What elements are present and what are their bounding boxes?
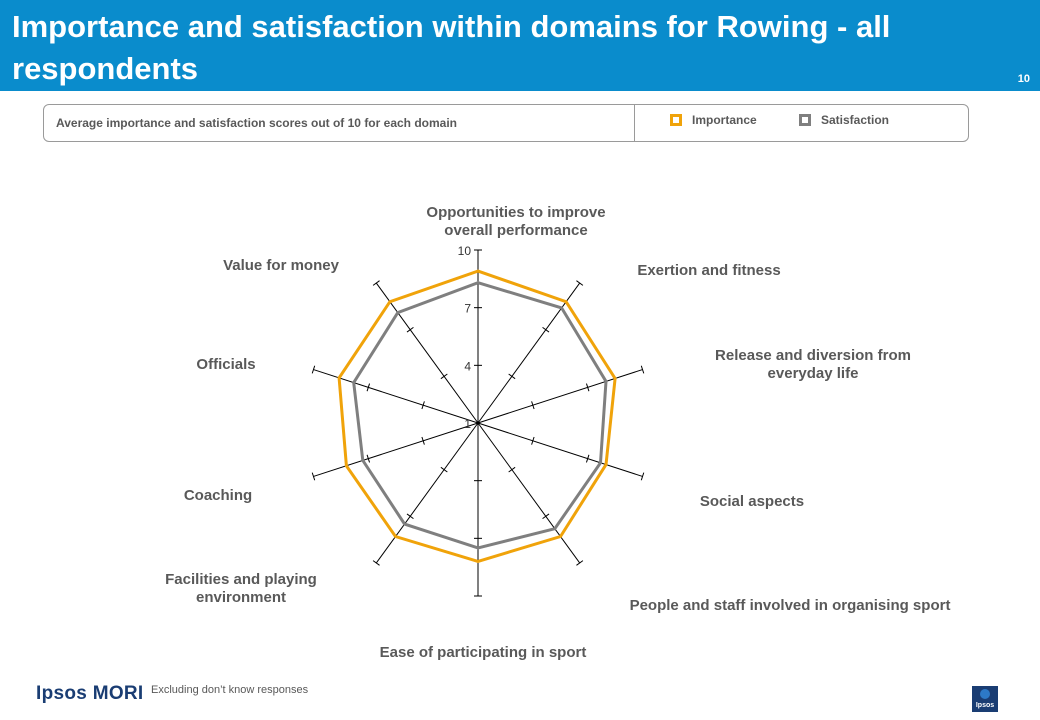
chart-subtitle: Average importance and satisfaction scor…	[56, 116, 457, 130]
radar-tick	[508, 466, 516, 473]
radar-tick	[406, 326, 414, 333]
category-label-line: Officials	[196, 356, 255, 373]
radar-tick	[585, 454, 590, 463]
radar-tick	[311, 472, 316, 481]
category-label-line: Value for money	[223, 257, 340, 274]
category-label-line: Ease of participating in sport	[380, 644, 587, 661]
radar-tick	[508, 373, 516, 380]
radar-spoke	[477, 282, 581, 424]
radar-tick-label: 7	[464, 302, 471, 316]
radar-tick	[372, 560, 380, 566]
radar-tick	[421, 436, 425, 445]
radar-tick	[531, 401, 535, 410]
category-label-line: Opportunities to improve	[426, 204, 605, 221]
radar-spoke	[477, 369, 643, 424]
corner-logo-icon: Ipsos	[972, 686, 998, 712]
legend-label-satisfaction: Satisfaction	[821, 113, 890, 127]
category-label-line: Coaching	[184, 487, 252, 504]
category-label-line: People and staff involved in organising …	[630, 597, 951, 614]
radar-tick-label: 1	[464, 417, 471, 431]
radar-spoke	[477, 422, 581, 564]
radar-tick	[576, 280, 584, 286]
radar-tick	[440, 373, 448, 380]
radar-tick	[542, 326, 550, 333]
legend-item-satisfaction: Satisfaction	[799, 113, 889, 127]
category-label: Coaching	[184, 487, 252, 504]
category-label: People and staff involved in organising …	[630, 597, 951, 614]
category-label-line: environment	[196, 589, 286, 606]
series-line-importance	[337, 269, 617, 563]
radar-spoke	[375, 282, 479, 424]
series-line-satisfaction	[352, 281, 608, 550]
category-label: Facilities and playing environment	[165, 571, 317, 606]
radar-tick	[311, 365, 316, 374]
radar-tick	[542, 513, 550, 520]
category-label-line: Social aspects	[700, 493, 804, 510]
header-bar: Importance and satisfaction within domai…	[0, 0, 1040, 91]
category-label: Ease of participating in sport	[380, 644, 587, 661]
radar-tick-label: 4	[464, 359, 471, 373]
subtitle-box: Average importance and satisfaction scor…	[43, 104, 969, 142]
category-label-line: overall performance	[444, 222, 587, 239]
corner-logo-text: Ipsos	[975, 702, 995, 709]
radar-tick	[440, 466, 448, 473]
radar-tick	[640, 365, 645, 374]
radar-tick	[372, 280, 380, 286]
footnote: Excluding don’t know responses	[151, 684, 309, 696]
radar-tick	[366, 383, 371, 392]
page-number: 10	[1017, 73, 1030, 85]
category-label-line: everyday life	[768, 365, 859, 382]
radar-tick-label: 10	[458, 244, 472, 258]
radar-spoke	[375, 422, 479, 564]
legend-swatch-importance	[670, 114, 682, 126]
radar-tick	[366, 454, 371, 463]
category-label-line: Release and diversion from	[715, 347, 911, 364]
radar-spoke	[313, 369, 479, 424]
radar-tick	[576, 560, 584, 566]
category-label: Exertion and fitness	[637, 262, 780, 279]
radar-tick	[531, 436, 535, 445]
legend-swatch-satisfaction	[799, 114, 811, 126]
corner-logo-mark	[980, 689, 990, 699]
radar-tick	[421, 401, 425, 410]
category-label: Officials	[196, 356, 255, 373]
category-label: Value for money	[223, 257, 340, 274]
page-title: Importance and satisfaction within domai…	[12, 9, 891, 86]
radar-tick	[406, 513, 414, 520]
legend-item-importance: Importance	[670, 113, 757, 127]
category-label: Social aspects	[700, 493, 804, 510]
radar-spoke	[313, 422, 479, 477]
category-label-line: Facilities and playing	[165, 571, 317, 588]
category-label-line: Exertion and fitness	[637, 262, 780, 279]
radar-tick	[640, 472, 645, 481]
radar-spoke	[477, 422, 643, 477]
ipsos-mori-logo: Ipsos MORI	[36, 683, 144, 704]
category-label: Opportunities to improve overall performa…	[426, 204, 605, 239]
radar-tick	[585, 383, 590, 392]
subtitle-divider	[634, 105, 635, 141]
category-label: Release and diversion from everyday life	[715, 347, 911, 382]
legend-label-importance: Importance	[692, 113, 757, 127]
